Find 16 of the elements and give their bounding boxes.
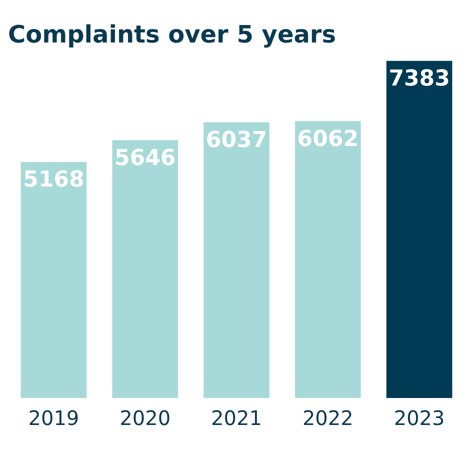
bar (386, 60, 452, 398)
x-tick-label: 2022 (302, 406, 354, 430)
bar (294, 121, 361, 398)
bar (112, 140, 178, 398)
data-label: 5646 (114, 146, 176, 171)
data-label: 6037 (206, 128, 268, 153)
data-label: 5168 (23, 168, 84, 193)
x-tick-label: 2021 (211, 406, 262, 430)
chart-title: Complaints over 5 years (8, 20, 336, 49)
x-tick-label: 2019 (28, 406, 80, 430)
data-label: 7383 (388, 66, 450, 92)
data-label: 6062 (297, 126, 359, 152)
x-tick-label: 2020 (120, 406, 171, 430)
x-tick-label: 2023 (394, 406, 445, 430)
bar (204, 122, 270, 398)
bar (20, 162, 87, 398)
